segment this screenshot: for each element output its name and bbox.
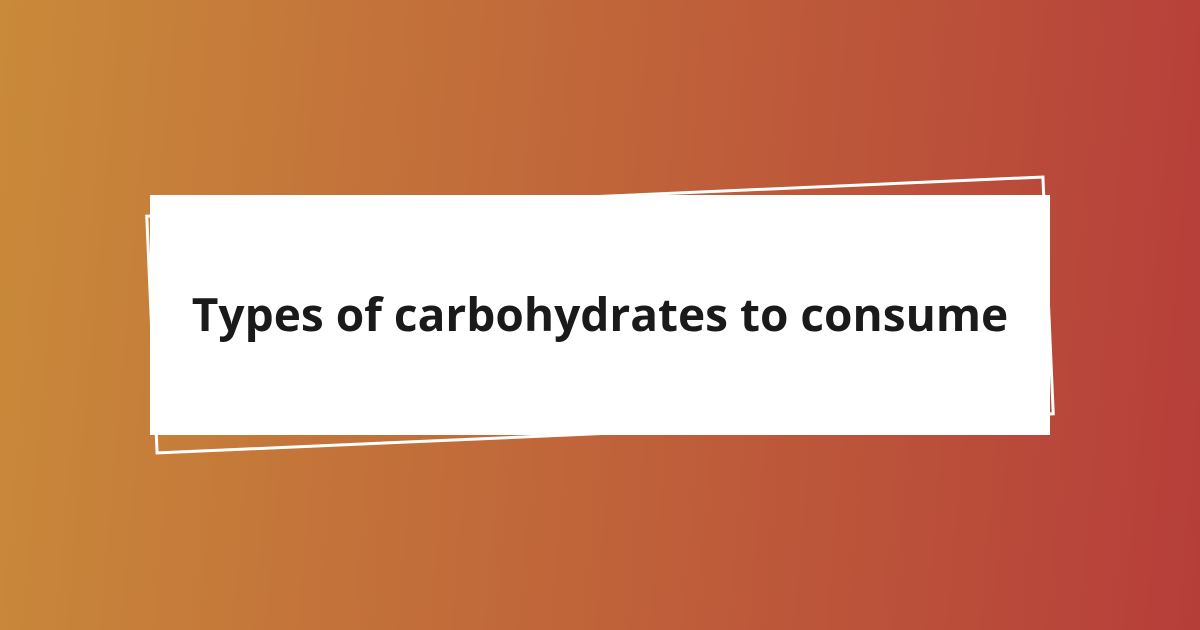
gradient-background: Types of carbohydrates to consume (0, 0, 1200, 630)
card-wrapper: Types of carbohydrates to consume (150, 195, 1050, 435)
title-card: Types of carbohydrates to consume (150, 195, 1050, 435)
title-text: Types of carbohydrates to consume (192, 286, 1008, 344)
